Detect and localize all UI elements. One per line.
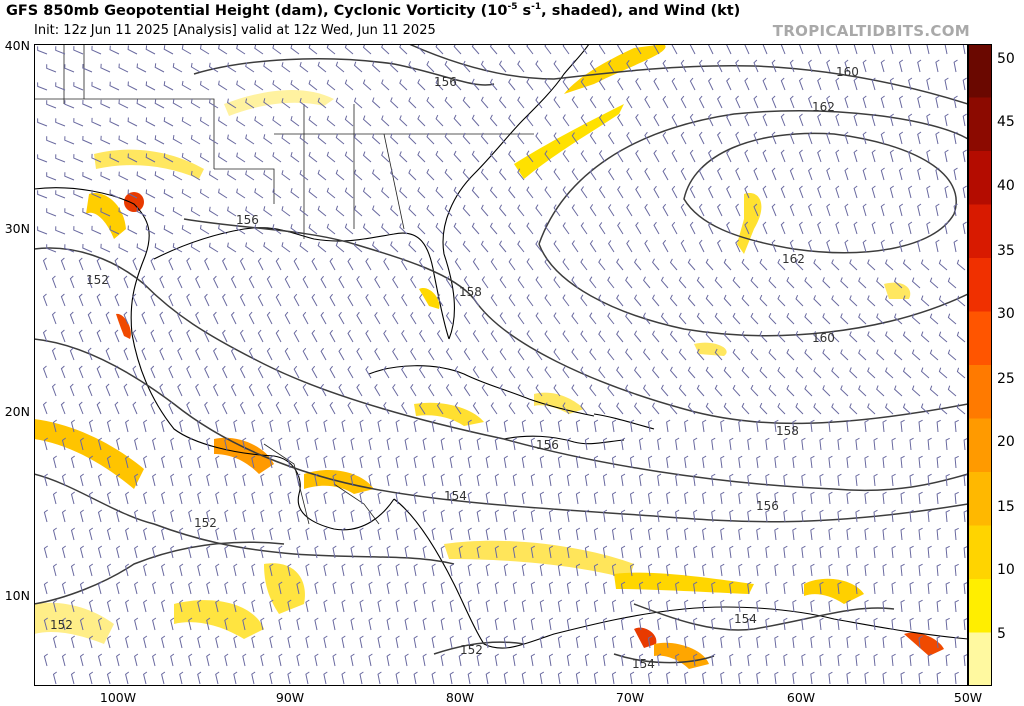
colorbar-segment (968, 204, 992, 259)
vorticity-shading (34, 44, 944, 669)
colorbar-segment (968, 579, 992, 633)
lon-label-80w: 80W (445, 690, 475, 705)
contour-label: 156 (236, 213, 259, 227)
coastlines (34, 44, 968, 649)
colorbar-segment (968, 311, 992, 366)
contour-label: 154 (734, 612, 757, 626)
colorbar-label: 45 (997, 114, 1015, 130)
colorbar-segment (968, 525, 992, 580)
contour-label: 156 (536, 438, 559, 452)
political-borders (34, 44, 534, 525)
contour-label: 162 (782, 252, 805, 266)
vorticity-colorbar (968, 44, 992, 686)
colorbar-label: 25 (997, 371, 1015, 387)
colorbar-label: 30 (997, 306, 1015, 322)
lat-label-30n: 30N (4, 221, 30, 236)
lat-label-40n: 40N (4, 38, 30, 53)
colorbar-label: 35 (997, 243, 1015, 259)
colorbar-segment (968, 258, 992, 312)
colorbar-label: 15 (997, 499, 1015, 515)
colorbar-label: 5 (997, 626, 1006, 642)
colorbar-segment (968, 632, 992, 686)
lon-label-50w: 50W (953, 690, 983, 705)
contour-label: 156 (434, 75, 457, 89)
contour-label: 152 (194, 516, 217, 530)
contour-label: 154 (632, 657, 655, 671)
contour-label: 154 (444, 489, 467, 503)
site-watermark: TROPICALTIDBITS.COM (772, 22, 970, 40)
chart-title: GFS 850mb Geopotential Height (dam), Cyc… (6, 2, 741, 19)
weather-map: 160 162 156 156 158 152 162 160 156 158 … (34, 44, 968, 686)
colorbar-label: 40 (997, 178, 1015, 194)
colorbar-segment (968, 97, 992, 152)
wind-barbs (37, 44, 968, 685)
colorbar-label: 50 (997, 51, 1015, 67)
lon-label-100w: 100W (99, 690, 137, 705)
lat-label-20n: 20N (4, 404, 30, 419)
contour-label: 160 (836, 65, 859, 79)
contour-label: 158 (459, 285, 482, 299)
colorbar-label: 20 (997, 434, 1015, 450)
contour-label: 156 (756, 499, 779, 513)
colorbar-label: 10 (997, 562, 1015, 578)
contour-label: 152 (86, 273, 109, 287)
init-valid-time: Init: 12z Jun 11 2025 [Analysis] valid a… (34, 23, 436, 38)
lon-label-60w: 60W (786, 690, 816, 705)
colorbar-segment (968, 44, 992, 98)
lon-label-70w: 70W (615, 690, 645, 705)
contour-label: 160 (812, 331, 835, 345)
colorbar-segment (968, 365, 992, 419)
colorbar-segment (968, 151, 992, 205)
contour-label: 158 (776, 424, 799, 438)
colorbar-segment (968, 472, 992, 526)
contour-label: 152 (50, 618, 73, 632)
colorbar-segment (968, 418, 992, 473)
lat-label-10n: 10N (4, 588, 30, 603)
contour-label: 162 (812, 100, 835, 114)
contour-label: 152 (460, 643, 483, 657)
lon-label-90w: 90W (275, 690, 305, 705)
